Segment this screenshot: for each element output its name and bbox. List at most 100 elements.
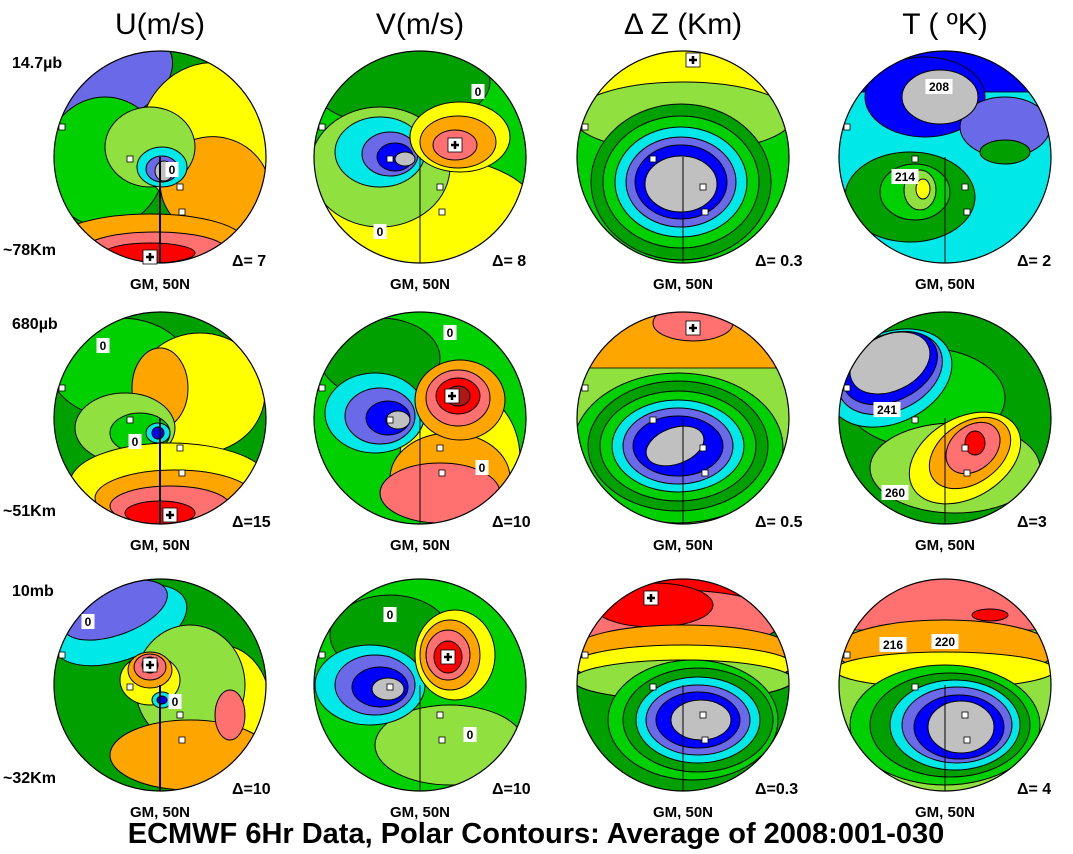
station-marker — [126, 155, 134, 163]
projection-label: GM, 50N — [390, 276, 450, 293]
station-marker — [436, 183, 444, 191]
contour-interval-label: Δ=10 — [492, 781, 531, 798]
panel-dz-3: GM, 50N Δ=0.3 — [576, 578, 798, 821]
station-marker — [729, 781, 737, 789]
station-marker — [699, 444, 707, 452]
contour-band — [394, 151, 416, 167]
contour-band — [109, 719, 266, 791]
station-marker — [386, 416, 394, 424]
panel-dz-2: GM, 50N Δ= 0.5 — [576, 311, 803, 554]
contour-band — [156, 695, 168, 705]
contour-band — [644, 155, 718, 213]
contour-field — [314, 312, 526, 524]
column-titles: U(m/s) V(m/s) Δ Z (Km) T ( ºK) — [115, 8, 988, 41]
column-title-v: V(m/s) — [376, 8, 464, 41]
projection-label: GM, 50N — [653, 804, 713, 821]
station-marker — [701, 469, 709, 477]
station-marker — [176, 183, 184, 191]
station-marker — [438, 469, 446, 477]
station-marker — [436, 711, 444, 719]
contour-band — [901, 69, 979, 125]
svg-text:0: 0 — [169, 163, 176, 177]
contour-label: 0 — [128, 434, 142, 449]
svg-text:0: 0 — [132, 435, 139, 449]
projection-label: GM, 50N — [915, 276, 975, 293]
station-marker — [963, 208, 971, 216]
station-marker — [843, 123, 851, 131]
panel-outline — [838, 311, 1052, 525]
contour-interval-label: Δ=15 — [232, 514, 271, 531]
contour-label: 208 — [925, 79, 953, 94]
contour-label: 0 — [463, 727, 477, 742]
contour-interval-label: Δ= 4 — [1017, 781, 1051, 798]
column-title-t: T ( ºK) — [902, 8, 987, 41]
panel-v-3: 0 0 GM, 50N Δ=10 — [313, 578, 531, 821]
svg-text:0: 0 — [387, 608, 394, 622]
contour-band — [214, 689, 246, 741]
projection-label: GM, 50N — [130, 276, 190, 293]
station-marker — [963, 469, 971, 477]
station-marker — [466, 781, 474, 789]
contour-band — [670, 699, 732, 741]
panel-t-3: 216 220 GM, 50N Δ= 4 — [838, 578, 1052, 821]
station-marker — [466, 514, 474, 522]
station-marker — [206, 781, 214, 789]
contour-label: 0 — [383, 607, 397, 622]
station-marker — [466, 253, 474, 261]
station-marker — [318, 384, 326, 392]
panel-outline — [313, 50, 527, 264]
contour-label: 0 — [443, 325, 457, 340]
pressure-level-label: 14.7µb — [12, 55, 62, 72]
contour-band — [971, 608, 1009, 622]
contour-field — [577, 312, 789, 524]
station-marker — [843, 651, 851, 659]
station-marker — [318, 123, 326, 131]
max-plus-marker — [685, 320, 701, 336]
station-marker — [581, 123, 589, 131]
contour-field — [839, 312, 1051, 524]
contour-label: 0 — [165, 162, 179, 177]
panels: 14.7µb ~78Km 0 GM, 50N Δ= 7 0 0 GM, 50N Δ= 8 GM, … — [3, 50, 1052, 821]
contour-band — [979, 139, 1031, 165]
altitude-label: ~32Km — [3, 770, 56, 787]
contour-band — [385, 410, 411, 430]
projection-label: GM, 50N — [130, 537, 190, 554]
svg-text:0: 0 — [85, 615, 92, 629]
contour-label: 0 — [81, 614, 95, 629]
station-marker — [701, 736, 709, 744]
station-marker — [206, 253, 214, 261]
station-marker — [961, 183, 969, 191]
station-marker — [206, 514, 214, 522]
station-marker — [991, 253, 999, 261]
contour-label: 0 — [475, 460, 489, 475]
station-marker — [438, 208, 446, 216]
station-marker — [318, 651, 326, 659]
contour-field — [314, 579, 526, 791]
svg-text:260: 260 — [885, 486, 905, 500]
pressure-level-label: 680µb — [12, 316, 58, 333]
contour-label: 260 — [881, 485, 909, 500]
panel-outline — [53, 50, 267, 264]
svg-text:241: 241 — [877, 403, 897, 417]
panel-t-2: 241 260 GM, 50N Δ=3 — [838, 311, 1052, 554]
contour-band — [927, 700, 995, 754]
contour-label: 0 — [373, 224, 387, 239]
svg-text:0: 0 — [172, 695, 179, 709]
station-marker — [649, 155, 657, 163]
column-title-u: U(m/s) — [115, 8, 205, 41]
station-marker — [178, 469, 186, 477]
projection-label: GM, 50N — [653, 537, 713, 554]
svg-text:0: 0 — [479, 461, 486, 475]
contour-interval-label: Δ= 7 — [232, 253, 266, 270]
station-marker — [581, 384, 589, 392]
station-marker — [911, 155, 919, 163]
panel-v-1: 0 0 GM, 50N Δ= 8 — [313, 50, 527, 293]
station-marker — [729, 253, 737, 261]
svg-text:214: 214 — [895, 170, 915, 184]
panel-outline — [576, 50, 790, 264]
contour-label: 0 — [96, 338, 110, 353]
station-marker — [699, 183, 707, 191]
contour-field — [839, 579, 1051, 791]
max-plus-marker — [447, 137, 463, 153]
contour-label: 220 — [931, 634, 959, 649]
